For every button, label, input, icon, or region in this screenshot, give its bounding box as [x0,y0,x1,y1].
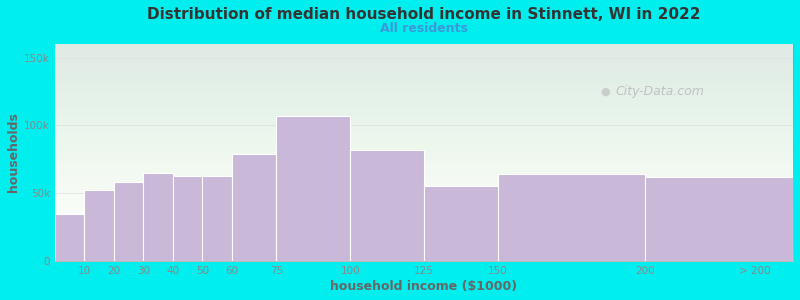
Bar [114,182,143,261]
Text: All residents: All residents [380,22,468,35]
Bar [202,176,232,261]
Bar [232,154,276,261]
Y-axis label: households: households [7,112,20,192]
Bar [173,176,202,261]
Bar [424,186,498,261]
Bar [646,177,793,261]
X-axis label: household income ($1000): household income ($1000) [330,280,518,293]
Text: ●: ● [600,87,610,97]
Bar [276,116,350,261]
Title: Distribution of median household income in Stinnett, WI in 2022: Distribution of median household income … [147,7,701,22]
Bar [350,150,424,261]
Text: City-Data.com: City-Data.com [616,85,705,98]
Bar [498,174,646,261]
Bar [143,173,173,261]
Bar [84,190,114,261]
Bar [55,214,84,261]
